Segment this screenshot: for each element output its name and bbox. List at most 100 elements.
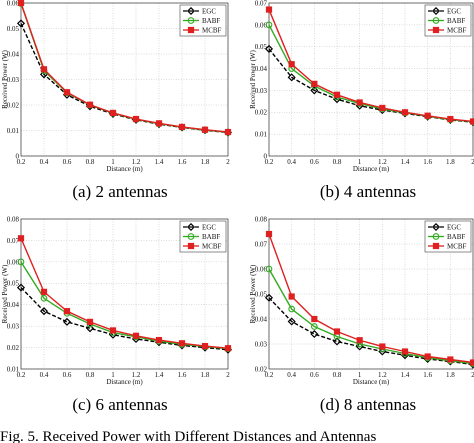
series-egc-point — [332, 337, 342, 346]
x-tick-label: 1.6 — [178, 158, 187, 166]
series-mcbf-point — [356, 99, 363, 106]
series-mcbf-point — [86, 318, 94, 325]
series-mcbf-point — [265, 6, 273, 13]
series-egc-point — [310, 86, 319, 95]
y-tick-label: 0.06 — [7, 0, 20, 7]
series-mcbf-point — [224, 128, 232, 136]
x-tick-label: 0.8 — [86, 158, 95, 166]
y-axis-label: Received Power (W) — [1, 49, 9, 108]
y-tick-label: 0.02 — [7, 101, 20, 109]
legend-label-mcbf: MCBF — [202, 243, 222, 251]
y-tick-label: 0.04 — [7, 50, 20, 58]
series-egc-line — [20, 287, 229, 351]
series-egc-line — [268, 297, 474, 366]
x-tick-label: 1.2 — [378, 158, 387, 166]
series-mcbf-point — [401, 348, 409, 355]
series-egc-point — [16, 19, 26, 28]
series-mcbf-line — [268, 9, 474, 123]
series-mcbf-point — [155, 336, 163, 344]
y-tick-label: 0.06 — [7, 258, 20, 266]
x-axis-label: Distance (m) — [106, 378, 143, 386]
subplot-caption: (c) 6 antennas — [72, 395, 167, 414]
series-egc — [264, 44, 474, 127]
plot-frame — [20, 2, 229, 157]
series-mcbf-point — [288, 61, 295, 68]
legend-label-mcbf: MCBF — [202, 27, 222, 35]
legend-marker-egc — [431, 222, 441, 232]
x-tick-label: 2 — [471, 158, 474, 166]
y-tick-label: 0.02 — [255, 109, 268, 117]
y-tick-label: 0.07 — [7, 237, 20, 245]
series-mcbf-point — [155, 120, 163, 127]
series-mcbf-point — [311, 315, 318, 323]
x-tick-label: 2 — [471, 371, 474, 379]
series-egc-point — [287, 73, 296, 82]
x-tick-label: 1 — [111, 371, 115, 379]
y-tick-label: 0.08 — [7, 215, 20, 223]
y-tick-label: 0.03 — [7, 323, 20, 331]
series-egc-point — [264, 44, 274, 53]
series-mcbf-point — [109, 109, 117, 117]
legend-label-egc: EGC — [202, 8, 216, 16]
legend-marker-egc — [186, 6, 196, 16]
series-babf-point — [310, 323, 318, 330]
series-mcbf-point — [333, 91, 341, 98]
y-tick-label: 0.06 — [255, 265, 268, 273]
series-egc-point — [264, 293, 274, 302]
series-mcbf — [265, 6, 474, 125]
series-mcbf-point — [86, 101, 94, 108]
x-tick-label: 1 — [111, 158, 115, 166]
series-egc — [16, 283, 233, 354]
x-tick-label: 1.8 — [446, 158, 455, 166]
series-egc-point — [310, 329, 319, 339]
y-tick-label: 0.04 — [7, 301, 20, 309]
series-mcbf-point — [311, 80, 318, 87]
y-tick-label: 0.06 — [255, 21, 268, 29]
x-tick-label: 1.4 — [155, 371, 164, 379]
x-tick-label: 0.2 — [17, 158, 26, 166]
series-mcbf-point — [224, 345, 232, 352]
series-egc — [16, 19, 233, 137]
y-tick-label: 0 — [16, 152, 20, 160]
legend-label-babf: BABF — [447, 17, 465, 25]
series-babf-point — [17, 258, 25, 266]
series-egc-point — [85, 324, 95, 333]
figure-caption: Fig. 5. Received Power with Different Di… — [0, 429, 376, 443]
series-babf — [17, 258, 232, 352]
series-mcbf-point — [447, 115, 454, 123]
x-tick-label: 1.8 — [201, 371, 210, 379]
chart-panel-2: 0 0.01 0.02 0.03 0.04 0.05 0.06 0.07 0.2 0.4 0.6 0.… — [249, 0, 474, 201]
y-tick-label: 0.04 — [255, 315, 268, 323]
x-tick-label: 1.4 — [401, 371, 410, 379]
x-tick-label: 0.6 — [63, 371, 72, 379]
x-tick-label: 0.4 — [287, 158, 296, 166]
x-axis-label: Distance (m) — [353, 165, 390, 173]
legend-label-babf: BABF — [447, 233, 465, 241]
legend-label-mcbf: MCBF — [447, 243, 467, 251]
x-tick-label: 1.8 — [201, 158, 210, 166]
legend-marker-babf — [432, 233, 440, 240]
y-tick-label: 0 — [264, 152, 268, 160]
series-babf — [265, 21, 474, 126]
y-axis-label: Received Power (W) — [249, 264, 257, 323]
x-tick-label: 1.2 — [132, 371, 141, 379]
series-mcbf-point — [178, 123, 186, 131]
series-egc-point — [39, 307, 49, 316]
legend-marker-babf — [187, 233, 195, 240]
series-mcbf-line — [268, 233, 474, 364]
series-mcbf-point — [178, 340, 186, 347]
legend-box — [179, 220, 227, 253]
x-tick-label: 0.8 — [86, 371, 95, 379]
x-tick-label: 0.8 — [333, 158, 342, 166]
y-tick-label: 0.03 — [7, 76, 20, 84]
chart-panel-4: 0.02 0.03 0.04 0.05 0.06 0.07 0.08 0.2 0.4 0.6 0.8… — [249, 215, 474, 414]
x-tick-label: 1.6 — [423, 371, 432, 379]
y-tick-label: 0.02 — [255, 365, 268, 373]
x-tick-label: 1.6 — [178, 371, 187, 379]
series-mcbf-point — [424, 112, 431, 119]
x-tick-label: 0.8 — [333, 371, 342, 379]
x-tick-label: 0.2 — [265, 158, 274, 166]
x-tick-label: 1 — [358, 371, 362, 379]
plot-frame — [20, 218, 229, 370]
